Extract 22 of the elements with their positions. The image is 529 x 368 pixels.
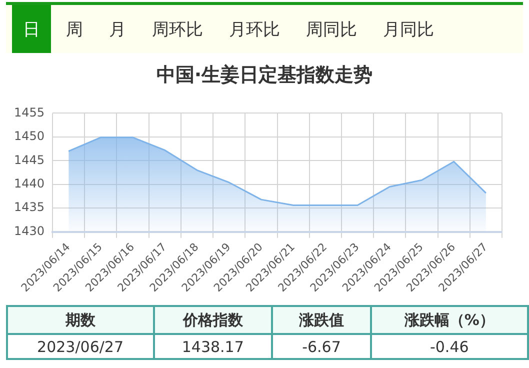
y-tick-label: 1445 [14, 152, 45, 167]
text: 周同比 [305, 18, 358, 42]
y-tick-label: 1455 [14, 105, 45, 120]
y-tick-label: 1450 [14, 129, 45, 144]
text: -0.46 [370, 334, 528, 359]
chart-title: 中国·生姜日定基指数走势 [155, 63, 374, 88]
text: 2023/06/27 [7, 334, 154, 359]
text: 1438.17 [154, 334, 272, 359]
y-tick-label: 1435 [14, 200, 45, 214]
text: 涨跌值 [272, 306, 371, 334]
text: 月环比 [228, 18, 281, 42]
text: 月 [108, 18, 127, 42]
text: 周环比 [151, 18, 204, 42]
text: 日 [12, 5, 51, 53]
text: -6.67 [272, 334, 371, 359]
y-tick-label: 1440 [14, 176, 45, 191]
text: 周 [65, 18, 84, 42]
text: 月同比 [382, 18, 435, 42]
text: 期数 [7, 306, 154, 334]
text: 涨跌幅（%） [370, 306, 528, 334]
text: 价格指数 [154, 306, 272, 334]
y-tick-label: 1430 [14, 224, 45, 238]
